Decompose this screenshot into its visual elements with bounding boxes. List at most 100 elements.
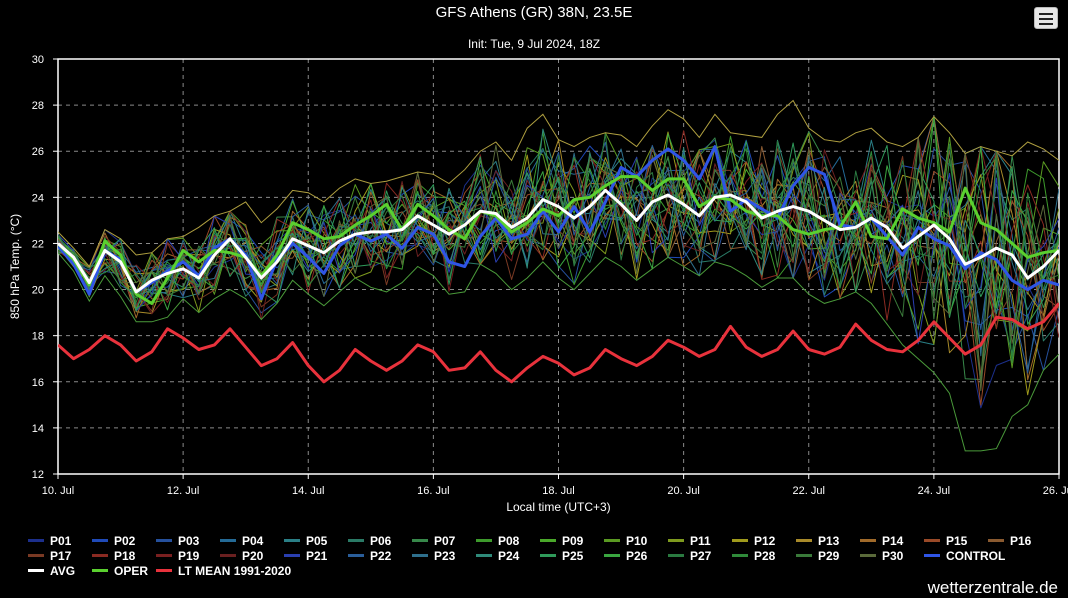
legend-item-p09[interactable]: P09: [540, 534, 604, 548]
legend-swatch: [92, 569, 108, 572]
x-tick-label: 20. Jul: [667, 485, 699, 497]
legend-item-lt-mean-1991-2020[interactable]: LT MEAN 1991-2020: [156, 564, 316, 578]
legend-label: P04: [242, 533, 264, 548]
legend-swatch: [924, 554, 940, 557]
legend-label: P23: [434, 548, 456, 563]
legend-swatch: [860, 554, 876, 557]
legend-item-p20[interactable]: P20: [220, 549, 284, 563]
ensemble-line-p01: [58, 139, 1059, 409]
series-line-control: [58, 145, 1059, 301]
legend-label: AVG: [50, 563, 76, 578]
x-tick-label: 22. Jul: [793, 485, 825, 497]
legend-item-p11[interactable]: P11: [668, 534, 732, 548]
legend-item-p02[interactable]: P02: [92, 534, 156, 548]
legend-swatch: [988, 539, 1004, 542]
legend-swatch: [156, 554, 172, 557]
legend-item-p18[interactable]: P18: [92, 549, 156, 563]
legend-swatch: [668, 554, 684, 557]
y-tick-label: 16: [32, 377, 44, 389]
legend-swatch: [540, 554, 556, 557]
legend-label: P03: [178, 533, 200, 548]
legend-item-p04[interactable]: P04: [220, 534, 284, 548]
legend-item-p25[interactable]: P25: [540, 549, 604, 563]
legend-item-p01[interactable]: P01: [28, 534, 92, 548]
y-tick-label: 20: [32, 285, 44, 297]
legend-swatch: [604, 539, 620, 542]
y-tick-label: 18: [32, 331, 44, 343]
legend-item-p10[interactable]: P10: [604, 534, 668, 548]
legend-item-p17[interactable]: P17: [28, 549, 92, 563]
legend-swatch: [732, 539, 748, 542]
legend-row: P17 P18 P19 P20 P21 P22 P23 P24 P25 P26 P27 P28 P29 P…: [28, 548, 1068, 563]
legend-item-p07[interactable]: P07: [412, 534, 476, 548]
plot-series-group: [58, 99, 1059, 452]
legend-swatch: [348, 554, 364, 557]
legend-item-p28[interactable]: P28: [732, 549, 796, 563]
hamburger-menu-icon[interactable]: [1034, 7, 1058, 29]
legend-swatch: [156, 539, 172, 542]
legend-item-oper[interactable]: OPER: [92, 564, 156, 578]
watermark: wetterzentrale.de: [927, 578, 1058, 597]
legend-label: P15: [946, 533, 968, 548]
legend-swatch: [412, 554, 428, 557]
series-line-avg: [58, 188, 1059, 294]
legend-item-p26[interactable]: P26: [604, 549, 668, 563]
legend-item-p22[interactable]: P22: [348, 549, 412, 563]
y-tick-label: 14: [32, 423, 44, 435]
legend-item-p24[interactable]: P24: [476, 549, 540, 563]
legend-item-p16[interactable]: P16: [988, 534, 1052, 548]
series-line-lt-mean-1991-2020: [58, 302, 1059, 384]
legend-label: P02: [114, 533, 136, 548]
legend-item-p21[interactable]: P21: [284, 549, 348, 563]
legend-item-p13[interactable]: P13: [796, 534, 860, 548]
chart-area: 12 14 16 18 20 22 24 26 28 30 10. Jul 12. Jul 14. Ju…: [8, 54, 1068, 514]
ensemble-line-p24: [58, 128, 1059, 315]
legend-swatch: [92, 554, 108, 557]
y-tick-label: 26: [32, 146, 44, 158]
legend-item-p14[interactable]: P14: [860, 534, 924, 548]
legend-swatch: [924, 539, 940, 542]
legend-label: P06: [370, 533, 392, 548]
legend-label: P26: [626, 548, 648, 563]
legend-row: P01 P02 P03 P04 P05 P06 P07 P08 P09 P10 P11 P12 P13 P…: [28, 533, 1068, 548]
x-axis-label: Local time (UTC+3): [506, 500, 610, 514]
legend-item-p12[interactable]: P12: [732, 534, 796, 548]
legend-item-p27[interactable]: P27: [668, 549, 732, 563]
legend-item-p30[interactable]: P30: [860, 549, 924, 563]
legend-item-avg[interactable]: AVG: [28, 564, 92, 578]
legend-item-p29[interactable]: P29: [796, 549, 860, 563]
x-tick-label: 18. Jul: [542, 485, 574, 497]
legend-swatch: [796, 554, 812, 557]
ensemble-line-p27: [58, 133, 1059, 356]
legend-item-p15[interactable]: P15: [924, 534, 988, 548]
legend-swatch: [860, 539, 876, 542]
legend-swatch: [28, 554, 44, 557]
x-tick-label: 26. Jul: [1043, 485, 1068, 497]
legend-swatch: [220, 554, 236, 557]
ensemble-line-p25: [58, 140, 1059, 325]
legend-label: P27: [690, 548, 712, 563]
ensemble-line-p29: [58, 141, 1059, 383]
x-tick-label: 16. Jul: [417, 485, 449, 497]
legend-item-control[interactable]: CONTROL: [924, 549, 1024, 563]
legend-item-p19[interactable]: P19: [156, 549, 220, 563]
legend-item-p03[interactable]: P03: [156, 534, 220, 548]
legend-label: LT MEAN 1991-2020: [178, 563, 292, 578]
legend-item-p05[interactable]: P05: [284, 534, 348, 548]
y-tick-label: 24: [32, 192, 44, 204]
legend-swatch: [476, 539, 492, 542]
legend-swatch: [284, 554, 300, 557]
legend-label: P29: [818, 548, 840, 563]
legend-label: P21: [306, 548, 328, 563]
legend-item-p06[interactable]: P06: [348, 534, 412, 548]
y-tick-label: 30: [32, 54, 44, 66]
legend-swatch: [476, 554, 492, 557]
legend-label: P20: [242, 548, 264, 563]
legend-label: P25: [562, 548, 584, 563]
legend-item-p23[interactable]: P23: [412, 549, 476, 563]
legend-label: CONTROL: [946, 548, 1006, 563]
legend-label: P09: [562, 533, 584, 548]
legend-swatch: [28, 569, 44, 572]
legend-item-p08[interactable]: P08: [476, 534, 540, 548]
legend-label: OPER: [114, 563, 149, 578]
